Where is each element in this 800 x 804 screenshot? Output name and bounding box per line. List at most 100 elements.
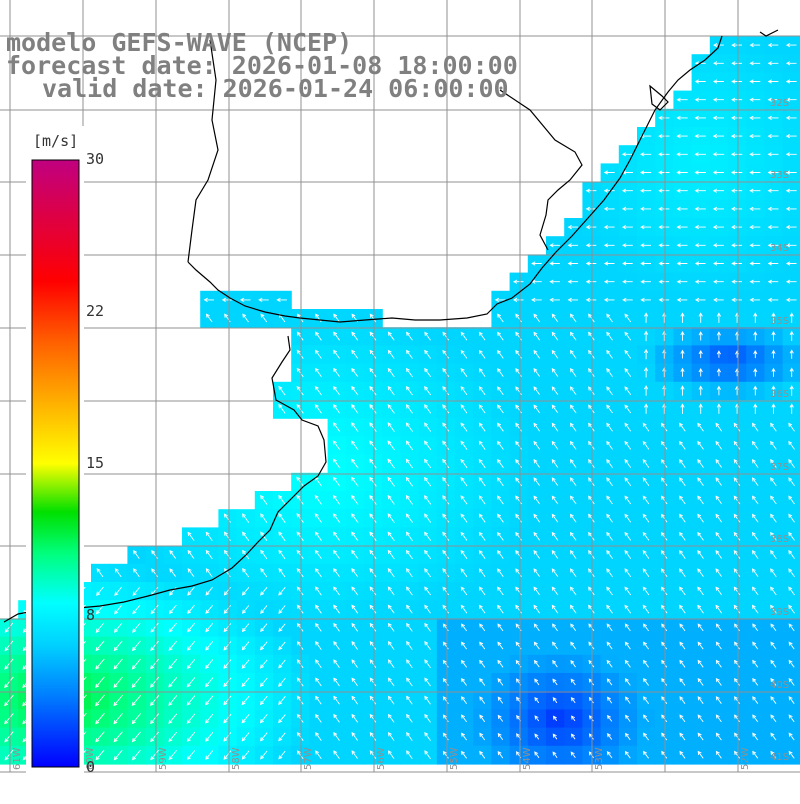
wind-arrow: [698, 312, 703, 323]
wind-arrow: [296, 568, 304, 578]
wind-arrow: [278, 696, 286, 706]
wind-arrow: [333, 331, 340, 341]
wind-arrow: [442, 732, 449, 741]
wind-arrow: [296, 586, 304, 596]
wind-arrow: [676, 225, 688, 230]
wind-arrow: [713, 297, 724, 302]
wind-arrow: [515, 422, 522, 432]
wind-arrow: [658, 170, 670, 175]
field-cell: [782, 545, 800, 565]
wind-arrow: [770, 714, 777, 723]
wind-arrow: [460, 531, 468, 541]
wind-arrow: [569, 604, 577, 614]
wind-arrow: [515, 459, 522, 468]
wind-arrow: [676, 170, 688, 175]
wind-arrow: [679, 495, 686, 505]
wind-arrow: [753, 312, 758, 323]
colorbar-tick-label: 30: [86, 150, 105, 168]
wind-arrow: [460, 349, 468, 359]
wind-arrow: [369, 494, 377, 505]
wind-arrow: [515, 404, 522, 414]
wind-arrow: [424, 458, 432, 469]
wind-arrow: [315, 331, 322, 341]
wind-arrow: [241, 623, 250, 633]
wind-arrow: [676, 152, 688, 157]
wind-arrow: [150, 604, 159, 615]
colorbar-tick-label: 22: [86, 302, 105, 320]
wind-arrow: [113, 713, 123, 725]
wind-arrow: [314, 494, 323, 505]
wind-arrow: [621, 206, 633, 211]
wind-arrow: [752, 623, 759, 632]
field-cell: [782, 418, 800, 437]
wind-arrow: [694, 279, 706, 284]
wind-arrow: [278, 568, 286, 578]
wind-arrow: [570, 751, 576, 758]
wind-arrow: [752, 659, 759, 668]
wind-arrow: [606, 513, 613, 523]
wind-arrow: [276, 297, 287, 302]
wind-arrow: [749, 170, 761, 175]
wind-arrow: [715, 604, 723, 614]
wind-arrow: [405, 549, 413, 560]
wind-arrow: [442, 750, 449, 759]
wind-arrow: [730, 134, 743, 139]
wind-arrow: [497, 531, 504, 541]
wind-arrow: [442, 641, 449, 650]
wind-arrow: [680, 312, 685, 323]
wind-arrow: [567, 225, 579, 230]
wind-arrow: [151, 550, 158, 559]
wind-arrow: [624, 659, 631, 668]
wind-arrow: [497, 386, 504, 396]
wind-arrow: [369, 568, 377, 578]
wind-arrow: [533, 331, 541, 341]
latitude-labels: 32S 33S 34S 35S 36S 37S 38S 39S 40S 41S: [770, 98, 789, 763]
wind-arrow: [694, 170, 706, 175]
wind-arrow: [259, 677, 268, 687]
wind-arrow: [479, 714, 486, 723]
wind-arrow: [788, 677, 795, 686]
wind-arrow: [606, 659, 613, 668]
wind-arrow: [260, 623, 268, 633]
wind-arrow: [679, 714, 686, 723]
wind-arrow: [658, 261, 670, 266]
colorbar-tick-label: 8: [86, 606, 96, 624]
wind-arrow: [789, 312, 794, 323]
wind-arrow: [406, 622, 413, 632]
wind-arrow: [698, 403, 703, 414]
wind-arrow: [751, 495, 759, 505]
wind-arrow: [168, 604, 177, 615]
wind-arrow: [751, 604, 759, 614]
wind-arrow: [260, 605, 268, 614]
wind-arrow: [753, 367, 758, 377]
wind-arrow: [640, 261, 651, 266]
wind-arrow: [569, 495, 577, 505]
wind-arrow: [751, 440, 759, 450]
wind-arrow: [497, 659, 504, 668]
wind-arrow: [4, 640, 14, 652]
wind-arrow: [658, 279, 670, 284]
wind-arrow: [534, 733, 540, 740]
wind-arrow: [241, 659, 250, 669]
wind-arrow: [204, 677, 214, 688]
wind-arrow: [533, 495, 541, 505]
wind-arrow: [369, 750, 377, 760]
wind-arrow: [369, 695, 377, 705]
wind-arrow: [712, 134, 725, 139]
wind-arrow: [716, 331, 721, 341]
wind-arrow: [680, 367, 685, 377]
wind-arrow: [551, 313, 559, 323]
wind-arrow: [660, 550, 668, 559]
wind-arrow: [203, 297, 215, 302]
wind-arrow: [113, 640, 123, 652]
wind-arrow: [460, 386, 468, 396]
wind-arrow: [624, 750, 631, 759]
wind-arrow: [552, 678, 558, 686]
wind-arrow: [278, 714, 286, 724]
wind-arrow: [751, 422, 759, 432]
wind-arrow: [387, 422, 395, 432]
wind-arrow: [95, 731, 105, 743]
wind-arrow: [551, 404, 559, 414]
wind-arrow: [478, 368, 486, 377]
wind-arrow: [296, 331, 304, 341]
